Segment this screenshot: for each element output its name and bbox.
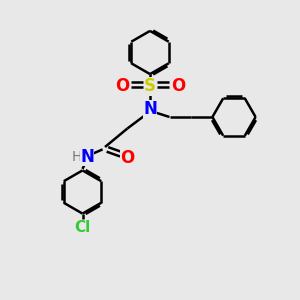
Text: Cl: Cl (74, 220, 91, 235)
Text: N: N (80, 148, 94, 166)
Text: O: O (120, 149, 135, 167)
Text: S: S (144, 77, 156, 95)
Text: H: H (71, 150, 82, 164)
Text: N: N (143, 100, 157, 118)
Text: O: O (171, 77, 185, 95)
Text: O: O (115, 77, 129, 95)
